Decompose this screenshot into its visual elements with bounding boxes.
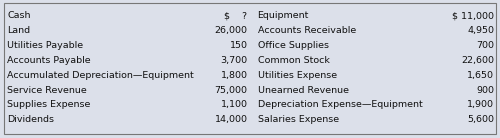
Text: Accounts Payable: Accounts Payable [7,56,90,65]
Text: Utilities Payable: Utilities Payable [7,41,83,50]
Text: Land: Land [7,26,30,35]
Text: Unearned Revenue: Unearned Revenue [258,86,348,95]
FancyBboxPatch shape [4,3,496,134]
Text: Accumulated Depreciation—Equipment: Accumulated Depreciation—Equipment [7,71,194,80]
Text: $ 11,000: $ 11,000 [452,11,494,20]
Text: Salaries Expense: Salaries Expense [258,115,338,124]
Text: 150: 150 [230,41,248,50]
Text: Office Supplies: Office Supplies [258,41,328,50]
Text: 1,650: 1,650 [467,71,494,80]
Text: 14,000: 14,000 [214,115,248,124]
Text: 26,000: 26,000 [214,26,248,35]
Text: Dividends: Dividends [7,115,54,124]
Text: Supplies Expense: Supplies Expense [7,100,90,109]
Text: Service Revenue: Service Revenue [7,86,87,95]
Text: Accounts Receivable: Accounts Receivable [258,26,356,35]
Text: 3,700: 3,700 [220,56,248,65]
Text: 22,600: 22,600 [461,56,494,65]
Text: 1,900: 1,900 [467,100,494,109]
Text: Depreciation Expense—Equipment: Depreciation Expense—Equipment [258,100,422,109]
Text: 5,600: 5,600 [467,115,494,124]
Text: 1,800: 1,800 [220,71,248,80]
Text: 1,100: 1,100 [220,100,248,109]
Text: 700: 700 [476,41,494,50]
Text: 900: 900 [476,86,494,95]
Text: Common Stock: Common Stock [258,56,330,65]
Text: Equipment: Equipment [258,11,309,20]
Text: 75,000: 75,000 [214,86,248,95]
Text: $    ?: $ ? [224,11,248,20]
Text: Cash: Cash [7,11,30,20]
Text: Utilities Expense: Utilities Expense [258,71,336,80]
Text: 4,950: 4,950 [467,26,494,35]
